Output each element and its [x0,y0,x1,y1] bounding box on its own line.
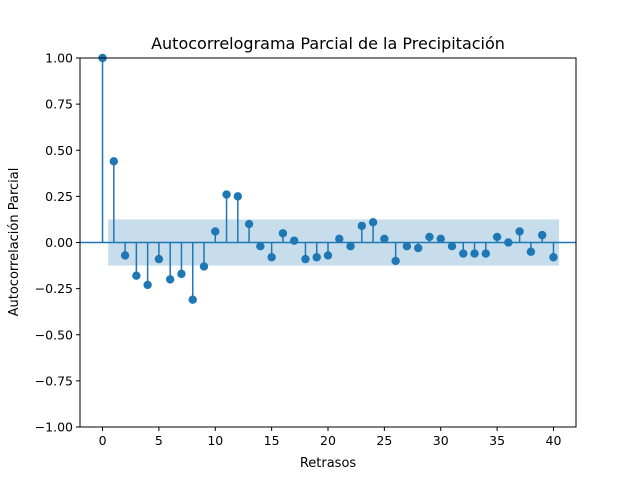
chart-title: Autocorrelograma Parcial de la Precipita… [151,34,505,53]
x-tick-label: 40 [546,433,562,448]
stem-marker [380,234,389,244]
stem-marker [481,249,491,258]
stem-marker [165,275,175,284]
stem-marker [188,295,197,304]
x-tick-label: 5 [155,433,163,448]
stem-marker [154,254,164,264]
stem-marker [199,262,209,271]
stem-marker [256,241,265,251]
stem-marker [312,253,321,262]
plot-area [80,53,576,304]
stem-marker [289,236,299,245]
x-tick-label: 0 [99,433,107,448]
y-tick-label: 0.50 [45,143,73,158]
stem-marker [222,190,231,199]
stem-marker [244,219,254,229]
stem-marker [109,157,119,166]
y-tick-label: −0.25 [35,281,73,296]
stem-marker [549,253,558,262]
stem-marker [470,249,479,258]
stem-marker [391,256,400,266]
y-tick-label: −0.75 [35,373,73,388]
y-axis-ticks: −1.00 −0.75 −0.50 −0.25 0.00 0.25 0.50 0.75 1.00 [35,51,80,435]
stem-marker [425,232,434,242]
stem-marker [526,247,536,256]
stem-marker [132,271,141,280]
stem-marker [267,253,276,262]
stem-marker [233,192,243,201]
x-tick-label: 15 [264,433,280,448]
x-axis-ticks: 0 5 10 15 20 25 30 35 40 [99,427,562,448]
stem-marker [177,269,186,279]
stem-marker [436,234,445,244]
stem-marker [346,241,355,251]
stem-marker [211,227,220,236]
y-tick-label: 0.75 [45,97,73,112]
stem-marker [368,218,378,227]
x-tick-label: 35 [489,433,505,448]
stem-marker [335,234,344,244]
y-tick-label: 0.25 [45,189,73,204]
stem-marker [357,221,367,231]
stem-marker [143,280,152,290]
stem-marker [447,241,457,251]
stem-marker [515,227,524,236]
stem-marker [278,229,288,238]
y-tick-label: −0.50 [35,327,73,342]
stem-marker [402,241,412,251]
x-tick-label: 20 [320,433,336,448]
y-axis-label: Autocorrelación Parcial [7,168,22,317]
x-tick-label: 30 [433,433,449,448]
stem-marker [492,232,502,242]
stem-marker [537,230,547,240]
x-tick-label: 10 [207,433,223,448]
stem-marker [120,251,130,260]
y-tick-label: 1.00 [45,51,73,66]
y-tick-label: −1.00 [35,420,73,435]
stem-marker [459,249,468,258]
x-tick-label: 25 [376,433,392,448]
stem-marker [504,238,513,247]
stem-marker [323,251,333,260]
stem-marker [413,243,423,253]
stem-marker [301,254,310,264]
x-axis-label: Retrasos [300,456,357,471]
y-tick-label: 0.00 [45,235,73,250]
